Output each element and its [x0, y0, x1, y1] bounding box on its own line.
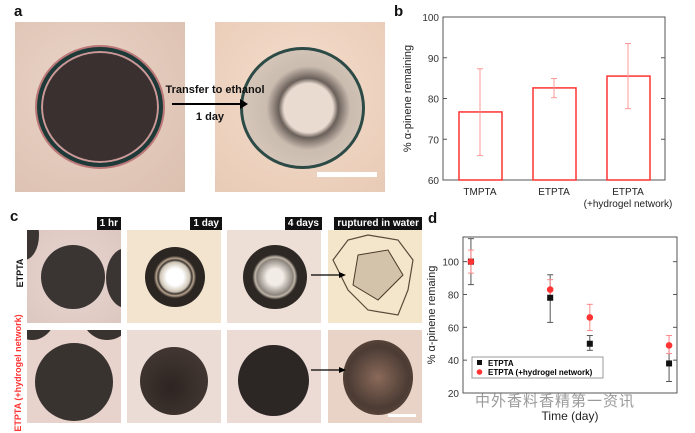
legend-marker-circle	[476, 369, 483, 375]
column-label: 4 days	[284, 217, 322, 230]
watermark: 中外香料香精第一资讯	[475, 393, 636, 410]
scale-bar	[317, 172, 377, 177]
arrow-icon	[311, 367, 346, 373]
data-point-hydrogel	[467, 258, 475, 265]
arrow-label-top: Transfer to ethanol	[165, 84, 265, 96]
micrograph-hydrogel-1	[127, 330, 221, 423]
arrow-icon	[311, 272, 346, 278]
panel-label-c: c	[10, 208, 19, 225]
y-tick-label: 60	[448, 323, 460, 334]
data-point-etpta	[586, 340, 593, 347]
y-tick-label: 80	[428, 95, 440, 106]
micrograph-hydrogel-3	[328, 330, 422, 423]
micrograph-etpta-0	[27, 230, 121, 323]
micrograph-etpta-1	[127, 230, 221, 323]
legend-box	[471, 356, 604, 379]
data-point-hydrogel	[586, 314, 594, 321]
column-label: 1 day	[190, 217, 222, 230]
panel-label-a: a	[14, 3, 23, 20]
panel-label-d: d	[428, 210, 438, 227]
data-point-etpta	[547, 294, 554, 301]
y-axis-label: % α-pinene remaining	[402, 45, 414, 152]
row-label-etpta-hydrogel: ETPTA (+hydrogel network)	[13, 314, 23, 432]
y-tick-label: 80	[448, 290, 460, 301]
y-tick-label: 70	[428, 135, 440, 146]
y-tick-label: 20	[448, 389, 460, 400]
y-tick-label: 60	[428, 176, 440, 187]
legend-label: ETPTA (+hydrogel network)	[488, 368, 593, 377]
bar	[532, 87, 577, 181]
legend-label: ETPTA	[488, 359, 514, 368]
y-tick-label: 100	[442, 258, 459, 269]
micrograph-etpta-3	[328, 230, 422, 323]
legend-marker-square	[477, 360, 482, 365]
micrograph-hydrogel-2	[227, 330, 321, 423]
y-tick-label: 90	[428, 54, 440, 65]
row-label-etpta: ETPTA	[15, 258, 25, 288]
y-axis-label: % α-pinene remaing	[426, 266, 438, 365]
x-tick-label: TMPTA	[463, 187, 496, 198]
plot-frame	[442, 16, 666, 181]
data-point-etpta	[666, 360, 673, 367]
y-tick-label: 100	[422, 13, 439, 24]
plot-frame	[462, 236, 678, 394]
y-tick-label: 40	[448, 356, 460, 367]
x-axis-label: Time (day)	[542, 409, 599, 423]
x-tick-label: ETPTA	[612, 187, 644, 198]
micrograph-etpta-2	[227, 230, 321, 323]
micrograph-hydrogel-0	[27, 330, 121, 423]
panel-label-b: b	[394, 3, 404, 20]
x-tick-label: ETPTA	[538, 187, 570, 198]
arrow-icon	[172, 99, 248, 109]
column-label: ruptured in water	[334, 217, 422, 230]
micrograph-before	[15, 22, 185, 192]
data-point-hydrogel	[665, 342, 673, 349]
micrograph-after	[215, 22, 385, 192]
arrow-label-bottom: 1 day	[195, 111, 225, 123]
column-label: 1 hr	[96, 217, 121, 230]
data-point-hydrogel	[546, 286, 554, 293]
x-tick-label: (+hydrogel network)	[584, 199, 673, 210]
scale-bar	[388, 414, 416, 417]
